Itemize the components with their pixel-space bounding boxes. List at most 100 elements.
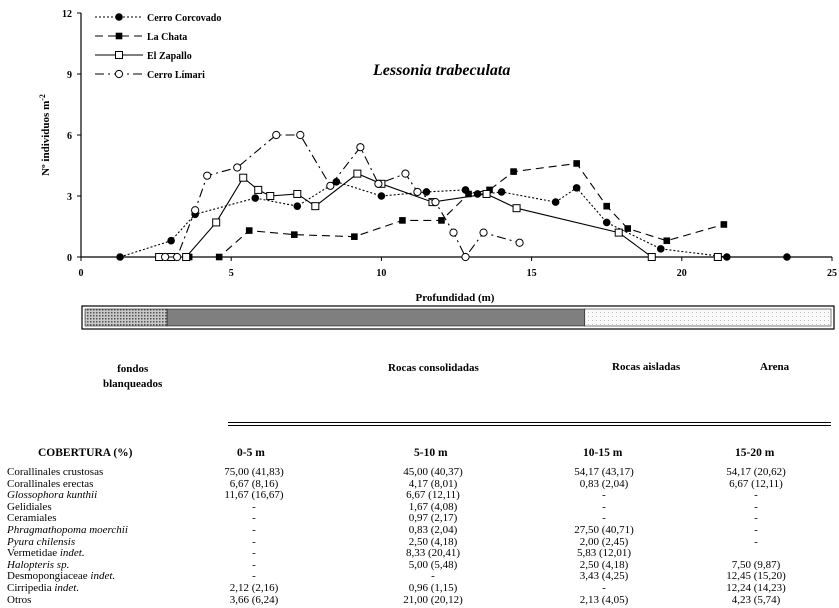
data-point <box>356 143 365 152</box>
data-point <box>374 179 383 188</box>
coverage-label-rocas-consolidadas: Rocas consolidadas <box>388 362 479 374</box>
legend-label: Cerro Corcovado <box>147 13 221 24</box>
data-point <box>311 202 320 211</box>
cell-value: - <box>602 512 606 525</box>
row-taxon: Phragmathopoma moerchii <box>7 524 128 536</box>
cell-value: - <box>252 547 256 560</box>
table-row: Otros 3,66 (6,24) 21,00 (20,12) 2,13 (4,05)… <box>0 594 839 608</box>
coverage-bar <box>81 305 835 330</box>
x-tick-label: 15 <box>527 268 537 279</box>
taxon-name-italic: indet. <box>54 582 80 594</box>
cell-value: 4,23 (5,74) <box>731 593 781 606</box>
x-tick-label: 10 <box>376 268 386 279</box>
cell-value: - <box>754 512 758 525</box>
header-10-15: 10-15 m <box>583 447 623 459</box>
table-top-rule <box>228 425 831 426</box>
data-point <box>290 231 298 238</box>
cell-value: 27,50 (40,71) <box>574 524 634 536</box>
data-point <box>461 252 470 262</box>
cell-value: 75,00 (41,83) <box>224 466 284 478</box>
data-point <box>245 227 253 234</box>
table-row: Pyura chilensis - 2,50 (4,18) 2,00 (2,45) - <box>0 536 839 550</box>
cell-value: - <box>252 512 256 525</box>
legend-label: Cerro Límari <box>147 70 205 81</box>
data-point <box>551 198 560 206</box>
coverage-label-line: fondos <box>117 363 149 375</box>
chart-legend: Cerro Corcovado La Chata El Zapallo Cerro L… <box>95 13 221 81</box>
coverage-segment <box>84 308 168 327</box>
row-taxon: Gelidiales <box>7 501 52 513</box>
data-point <box>573 160 580 167</box>
cell-value: 54,17 (43,17) <box>574 466 634 478</box>
cell-value: 6,67 (12,11) <box>729 477 783 490</box>
data-point <box>293 202 302 210</box>
x-tick-label: 5 <box>229 268 234 279</box>
coverage-label-arena: Arena <box>760 361 790 373</box>
row-taxon: Ceramiales <box>7 512 56 524</box>
y-tick-label: 9 <box>67 70 72 81</box>
row-taxon: Corallinales crustosas <box>7 466 103 478</box>
taxon-name: Desmopongiaceae <box>7 570 91 583</box>
cell-value: 6,67 (12,11) <box>406 489 460 502</box>
data-point <box>572 184 581 192</box>
cell-value: 1,67 (4,08) <box>408 500 458 513</box>
cell-value: - <box>602 500 606 513</box>
cell-value: - <box>431 570 435 583</box>
taxon-name-italic: Glossophora kunthii <box>7 489 98 502</box>
chart-series <box>116 130 791 262</box>
taxon-name-italic: Halopteris sp. <box>7 558 70 571</box>
data-point <box>413 187 422 197</box>
taxon-name: Vermetidae <box>7 547 60 560</box>
data-point <box>377 192 386 200</box>
legend-marker <box>115 32 123 40</box>
data-point <box>326 181 335 190</box>
data-point <box>438 217 445 224</box>
data-point <box>647 253 656 261</box>
taxon-name: Corallinales erectas <box>7 477 94 490</box>
table-row: Vermetidae indet. - 8,33 (20,41) 5,83 (12,0… <box>0 547 839 561</box>
cell-value: 0,83 (2,04) <box>408 524 458 536</box>
x-tick-label: 25 <box>827 268 837 279</box>
legend-marker <box>114 69 124 79</box>
coverage-segment <box>584 308 832 327</box>
data-point <box>720 221 728 228</box>
table-row: Phragmathopoma moerchii - 0,83 (2,04) 27,50… <box>0 524 839 538</box>
data-point <box>296 130 305 140</box>
data-point <box>353 169 362 178</box>
series-line-2 <box>159 173 718 258</box>
coverage-bar-frame <box>81 305 835 330</box>
cell-value: 0,97 (2,17) <box>408 512 458 525</box>
data-point <box>203 171 212 180</box>
data-point <box>713 253 722 261</box>
cell-value: - <box>754 524 758 536</box>
table-row: Halopteris sp. - 5,00 (5,48) 2,50 (4,18) 7,5… <box>0 559 839 573</box>
data-point <box>401 169 410 178</box>
data-point <box>614 228 623 237</box>
data-point <box>167 236 175 245</box>
row-taxon: Otros <box>7 594 31 606</box>
y-tick-label: 0 <box>67 253 72 264</box>
series-line-1 <box>189 162 725 258</box>
taxon-name-italic: Phragmathopoma moerchii <box>7 524 128 536</box>
cell-value: 2,13 (4,05) <box>579 593 629 606</box>
data-point <box>663 237 671 245</box>
data-point <box>602 218 611 227</box>
x-tick-label: 20 <box>677 268 687 279</box>
row-taxon: Corallinales erectas <box>7 478 93 490</box>
cell-value: - <box>754 489 758 502</box>
header-cobertura: COBERTURA (%) <box>38 447 133 459</box>
data-point <box>116 253 124 261</box>
data-point <box>266 192 275 200</box>
data-point <box>191 206 200 215</box>
data-point <box>465 190 472 198</box>
table-top-rule <box>228 422 831 423</box>
legend-label: La Chata <box>147 32 187 43</box>
data-point <box>510 168 517 175</box>
row-taxon: Desmopongiaceae indet. <box>7 570 115 582</box>
data-point <box>173 252 182 262</box>
cell-value: 11,67 (16,67) <box>224 489 284 502</box>
y-tick-label: 3 <box>67 192 72 203</box>
table-row: Ceramiales - 0,97 (2,17) - - <box>0 512 839 526</box>
cell-value: - <box>252 558 256 571</box>
coverage-segment <box>166 308 586 327</box>
